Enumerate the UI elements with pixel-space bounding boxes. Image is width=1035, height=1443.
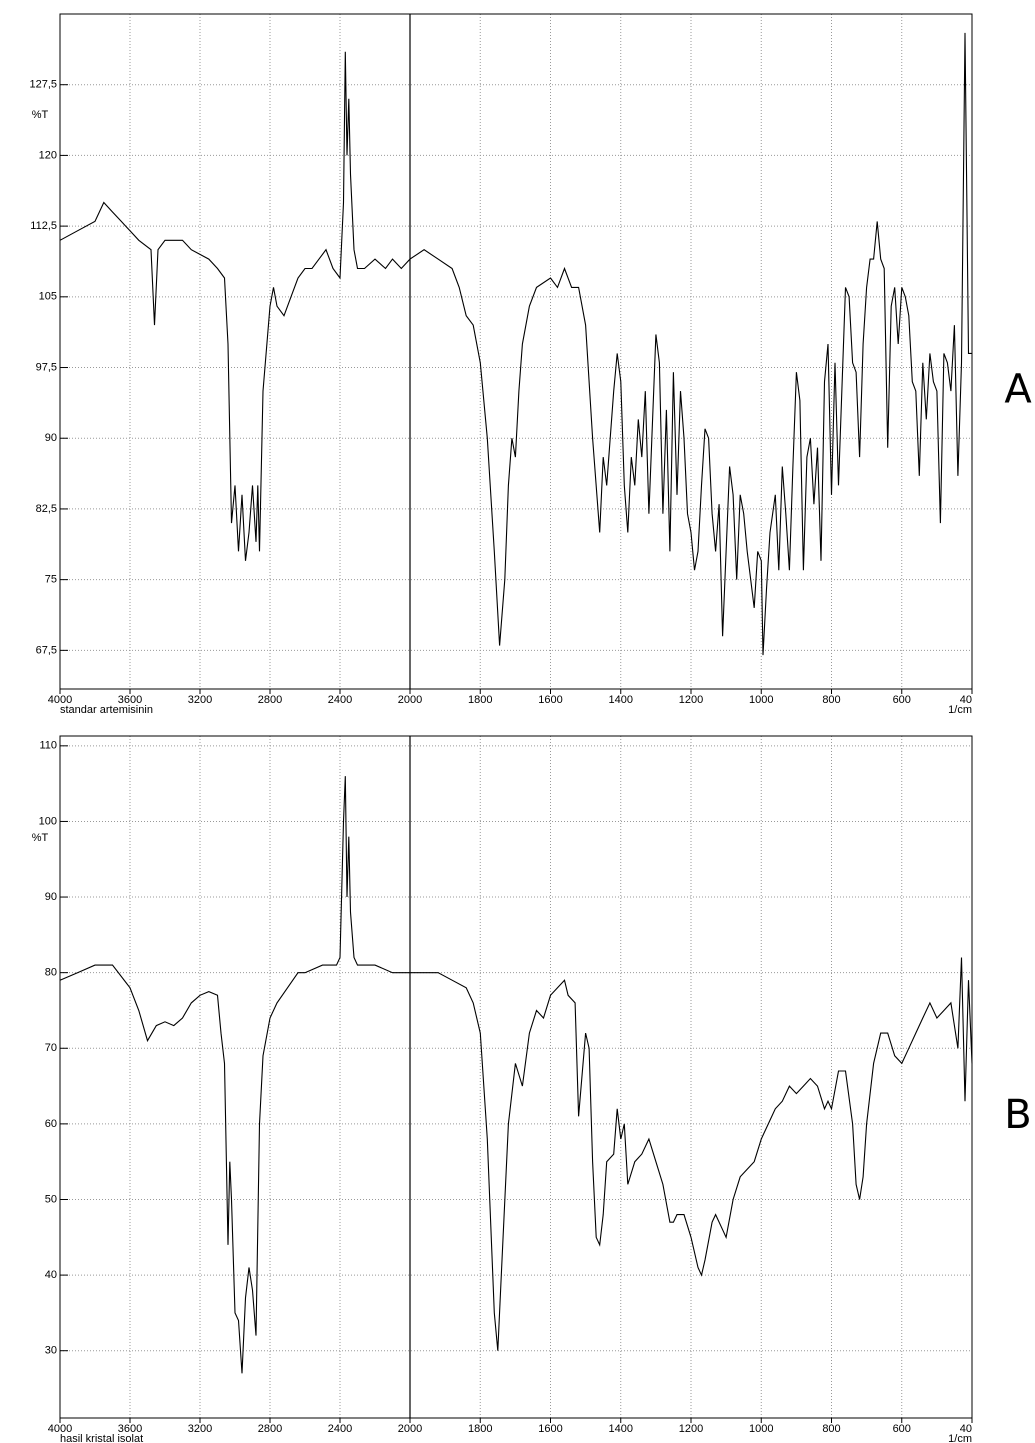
x-tick-label: 1600 [538, 694, 562, 706]
x-tick-label: 800 [822, 694, 840, 706]
y-tick-label: 80 [45, 967, 57, 979]
x-tick-label: 800 [822, 1423, 840, 1435]
y-axis-label: %T [32, 832, 49, 844]
y-tick-label: 127,5 [29, 79, 57, 91]
x-tick-label: 1800 [468, 1423, 492, 1435]
x-tick-label: 1800 [468, 694, 492, 706]
x-axis-label: 1/cm [948, 704, 972, 716]
y-tick-label: 90 [45, 432, 57, 444]
x-tick-label: 1400 [609, 694, 633, 706]
y-tick-label: 70 [45, 1042, 57, 1054]
y-tick-label: 67,5 [36, 644, 57, 656]
y-tick-label: 60 [45, 1118, 57, 1130]
spectrum-line [60, 776, 972, 1373]
y-tick-label: 30 [45, 1345, 57, 1357]
y-tick-label: 110 [39, 740, 57, 752]
y-tick-label: 75 [45, 574, 57, 586]
plot-frame [60, 14, 972, 689]
y-axis-label: %T [32, 109, 49, 121]
x-tick-label: 1400 [609, 1423, 633, 1435]
sample-label: hasil kristal isolat [60, 1433, 143, 1443]
spectrum-line [60, 33, 972, 655]
panel-label: A [1004, 367, 1032, 413]
x-tick-label: 1000 [749, 1423, 773, 1435]
x-tick-label: 3200 [188, 1423, 212, 1435]
x-tick-label: 1000 [749, 694, 773, 706]
page: 67,57582,59097,5105112,5120127,540003600… [0, 0, 1035, 1443]
x-tick-label: 2000 [398, 1423, 422, 1435]
y-tick-label: 100 [39, 815, 57, 827]
y-tick-label: 120 [39, 149, 57, 161]
x-tick-label: 2800 [258, 694, 282, 706]
panel-label: B [1004, 1092, 1031, 1138]
plot-frame [60, 736, 972, 1418]
x-tick-label: 600 [893, 694, 911, 706]
x-tick-label: 1200 [679, 1423, 703, 1435]
y-tick-label: 112,5 [30, 220, 57, 232]
x-tick-label: 1200 [679, 694, 703, 706]
chart: 67,57582,59097,5105112,5120127,540003600… [0, 0, 1035, 1443]
x-tick-label: 2000 [398, 694, 422, 706]
y-tick-label: 82,5 [36, 503, 57, 515]
x-tick-label: 2800 [258, 1423, 282, 1435]
x-axis-label: 1/cm [948, 1433, 972, 1443]
sample-label: standar artemisinin [60, 704, 153, 716]
y-tick-label: 90 [45, 891, 57, 903]
x-tick-label: 2400 [328, 1423, 352, 1435]
y-tick-label: 97,5 [36, 361, 57, 373]
x-tick-label: 1600 [538, 1423, 562, 1435]
x-tick-label: 3200 [188, 694, 212, 706]
y-tick-label: 105 [39, 291, 57, 303]
x-tick-label: 600 [893, 1423, 911, 1435]
x-tick-label: 2400 [328, 694, 352, 706]
y-tick-label: 40 [45, 1269, 57, 1281]
y-tick-label: 50 [45, 1193, 57, 1205]
